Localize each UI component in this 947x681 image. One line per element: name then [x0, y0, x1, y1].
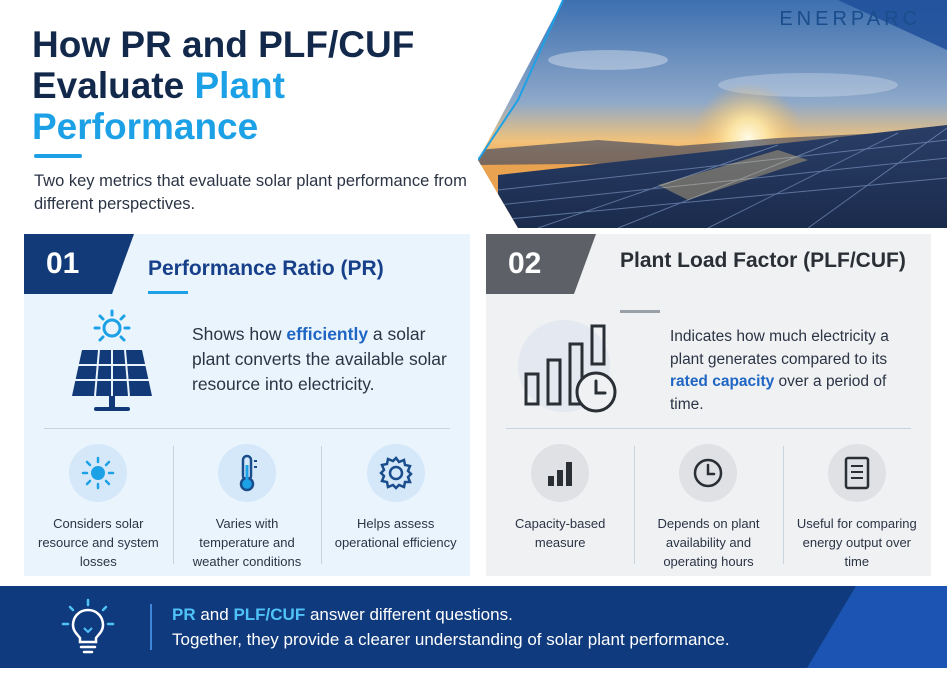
solar-panel-icon [62, 308, 162, 423]
page-subtitle: Two key metrics that evaluate solar plan… [34, 172, 467, 213]
plf-feature-item: Capacity-based measure [486, 438, 634, 568]
pr-features: Considers solar resource and system loss… [24, 438, 470, 569]
pr-feature-item: Helps assess operational efficiency [321, 438, 470, 568]
gear-icon [366, 444, 425, 502]
plf-feature-text: Capacity-based measure [514, 516, 606, 550]
pr-desc-emphasis: efficiently [286, 324, 369, 344]
banner-accent-stripe [807, 586, 947, 668]
plf-feature-item: Depends on plant availability and operat… [634, 438, 782, 569]
plf-desc-text-end: over a period of time. [670, 373, 887, 413]
plf-divider [506, 428, 911, 429]
hero-solar-farm-image: ENERPARC [478, 0, 947, 228]
banner-line-1: PR and PLF/CUF answer different question… [172, 603, 513, 627]
bar-chart-icon [531, 444, 590, 502]
banner-term-plf: PLF/CUF [233, 605, 306, 624]
title-text: How PR and PLF/CUF Evaluate [32, 24, 415, 106]
banner-term-pr: PR [172, 605, 196, 624]
plf-card-title: Plant Load Factor (PLF/CUF) [620, 249, 906, 272]
pr-feature-text: Considers solar resource and system loss… [37, 516, 159, 569]
plf-description: Indicates how much electricity a plant g… [670, 326, 920, 416]
banner-joiner: and [195, 605, 234, 624]
title-underline [34, 154, 82, 158]
plf-desc-text: Indicates how much electricity a plant g… [670, 328, 889, 368]
pr-description: Shows how efficiently a solar plant conv… [192, 322, 462, 397]
title-highlight: Plant Performance [32, 65, 285, 147]
pr-feature-item: Varies with temperature and weather cond… [172, 438, 322, 569]
pr-card: 01 Performance Ratio (PR) [24, 234, 470, 576]
plf-card: 02 Plant Load Factor (PLF/CUF) Indicates… [486, 234, 931, 576]
lightbulb-icon [58, 598, 118, 661]
plf-title-underline [620, 310, 660, 313]
plf-features: Capacity-based measure Depends on plant … [486, 438, 931, 569]
pr-title-underline [148, 291, 188, 294]
banner-line-2: Together, they provide a clearer underst… [172, 630, 730, 649]
plf-feature-item: Useful for comparing energy output over … [782, 438, 931, 569]
summary-banner: PR and PLF/CUF answer different question… [0, 586, 947, 668]
pr-feature-text: Helps assess operational efficiency [334, 516, 457, 550]
brand-logo: ENERPARC [779, 8, 921, 30]
pr-number-badge: 01 [24, 234, 134, 294]
pr-card-title: Performance Ratio (PR) [148, 257, 384, 280]
page-title: How PR and PLF/CUF Evaluate Plant Perfor… [32, 24, 472, 147]
plf-feature-text: Useful for comparing energy output over … [796, 516, 917, 569]
plf-number-badge: 02 [486, 234, 596, 294]
bar-chart-clock-icon [512, 318, 622, 423]
pr-desc-text-end: a solar plant converts the available sol… [192, 324, 447, 394]
sun-icon [69, 444, 128, 502]
thermometer-icon [218, 444, 276, 502]
banner-line-1-rest: answer different questions. [305, 605, 513, 624]
clock-icon [679, 444, 738, 502]
document-icon [827, 444, 886, 502]
pr-feature-text: Varies with temperature and weather cond… [192, 516, 302, 569]
pr-desc-text: Shows how [192, 324, 287, 344]
plf-desc-emphasis: rated capacity [670, 373, 775, 390]
pr-feature-item: Considers solar resource and system loss… [24, 438, 173, 569]
bottom-strip [0, 668, 947, 681]
pr-divider [44, 428, 450, 429]
banner-divider [150, 604, 152, 650]
plf-feature-text: Depends on plant availability and operat… [657, 516, 760, 569]
